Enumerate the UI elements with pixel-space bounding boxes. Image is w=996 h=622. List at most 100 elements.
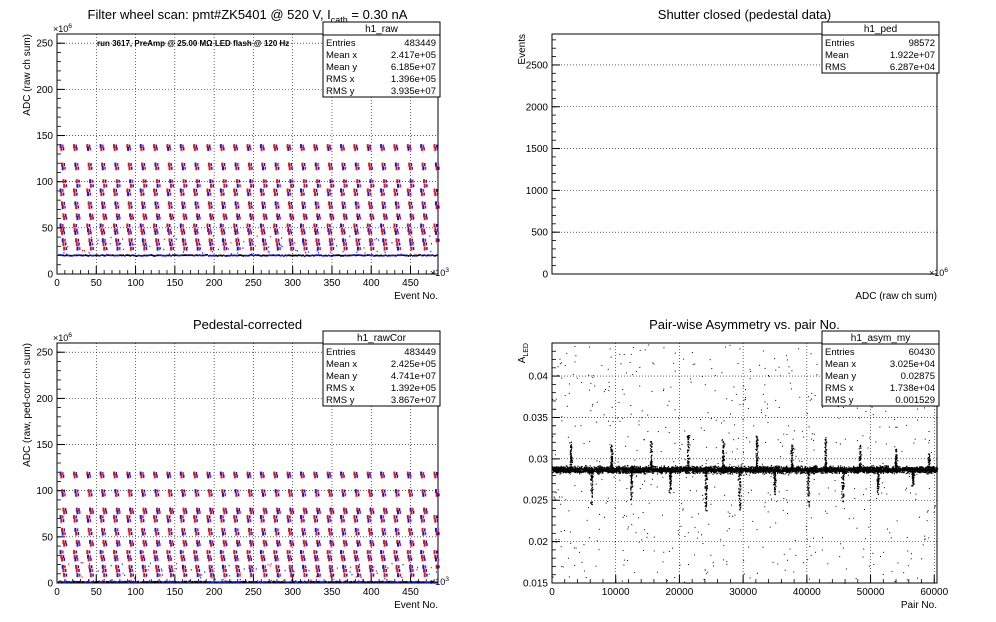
data-point — [212, 572, 214, 575]
data-point — [172, 184, 174, 188]
data-point — [911, 466, 913, 469]
data-point — [290, 581, 292, 584]
data-point — [222, 472, 224, 476]
data-point — [329, 571, 331, 574]
data-point — [224, 166, 226, 170]
data-point — [395, 492, 398, 497]
data-point — [85, 581, 87, 584]
data-point — [370, 489, 373, 493]
data-point — [142, 515, 144, 519]
y-tick-label: 150 — [36, 440, 53, 451]
data-point — [211, 213, 214, 217]
data-point — [119, 247, 121, 251]
data-point — [388, 254, 390, 257]
data-point — [90, 231, 92, 235]
data-point — [207, 201, 210, 206]
data-point — [208, 144, 211, 148]
data-point — [351, 573, 353, 576]
data-point — [280, 581, 282, 584]
data-point — [394, 527, 397, 532]
data-point — [212, 247, 215, 251]
data-point — [304, 255, 306, 258]
data-point — [72, 550, 75, 555]
data-point — [366, 514, 369, 519]
data-point — [349, 254, 351, 257]
data-point — [86, 471, 89, 476]
data-point — [223, 555, 225, 559]
data-point — [90, 166, 93, 170]
data-point — [222, 213, 225, 218]
data-point — [196, 192, 198, 196]
data-point — [372, 179, 374, 183]
data-point — [237, 532, 240, 536]
data-point — [358, 565, 360, 569]
data-point — [262, 213, 265, 218]
data-point — [289, 188, 291, 192]
data-point — [223, 474, 225, 478]
data-point — [141, 557, 144, 562]
data-point — [109, 579, 111, 582]
data-point — [343, 183, 346, 188]
data-point — [345, 213, 347, 217]
data-point — [60, 192, 63, 197]
data-point — [299, 254, 301, 257]
data-point — [289, 539, 292, 544]
data-point — [335, 580, 337, 583]
data-point — [431, 254, 433, 256]
data-point — [343, 570, 345, 572]
data-point — [234, 557, 237, 562]
data-point — [315, 205, 318, 210]
data-point — [319, 543, 321, 547]
data-point — [199, 216, 201, 220]
data-point — [263, 231, 266, 235]
data-point — [117, 532, 120, 536]
data-point — [386, 247, 388, 251]
data-point — [385, 254, 387, 257]
data-point — [331, 166, 333, 170]
data-point — [355, 576, 357, 578]
data-point — [238, 213, 241, 217]
data-point — [302, 224, 304, 227]
data-point — [247, 228, 250, 233]
data-point — [90, 201, 92, 205]
data-point — [396, 183, 399, 188]
data-point — [265, 179, 267, 183]
data-point — [135, 574, 137, 577]
data-point — [103, 201, 106, 205]
data-point — [372, 510, 375, 514]
data-point — [62, 519, 65, 523]
data-point — [287, 228, 290, 233]
data-point — [182, 254, 184, 257]
data-point — [667, 465, 670, 468]
data-point — [193, 514, 196, 519]
data-point — [87, 489, 90, 494]
data-point — [143, 216, 146, 221]
data-point — [410, 563, 412, 566]
data-point — [396, 147, 399, 151]
stats-label: RMS y — [326, 395, 355, 406]
data-point — [172, 580, 174, 583]
data-point — [303, 183, 306, 188]
data-point — [64, 493, 66, 497]
data-point — [275, 224, 278, 227]
data-point — [118, 254, 120, 257]
data-point — [389, 580, 391, 583]
data-point — [377, 581, 379, 583]
data-point — [386, 216, 388, 220]
data-point — [128, 550, 131, 554]
data-point — [395, 188, 398, 192]
data-point — [171, 213, 174, 217]
data-point — [259, 254, 261, 257]
data-point — [203, 580, 205, 583]
data-point — [265, 254, 267, 257]
data-point — [220, 554, 223, 559]
data-point — [262, 507, 265, 512]
data-point — [127, 527, 130, 532]
data-point — [185, 508, 187, 512]
x-tick-label: 250 — [245, 278, 262, 289]
data-point — [115, 539, 118, 544]
data-point — [124, 580, 126, 583]
data-point — [320, 581, 322, 584]
data-point — [330, 216, 333, 221]
data-point — [217, 255, 219, 257]
